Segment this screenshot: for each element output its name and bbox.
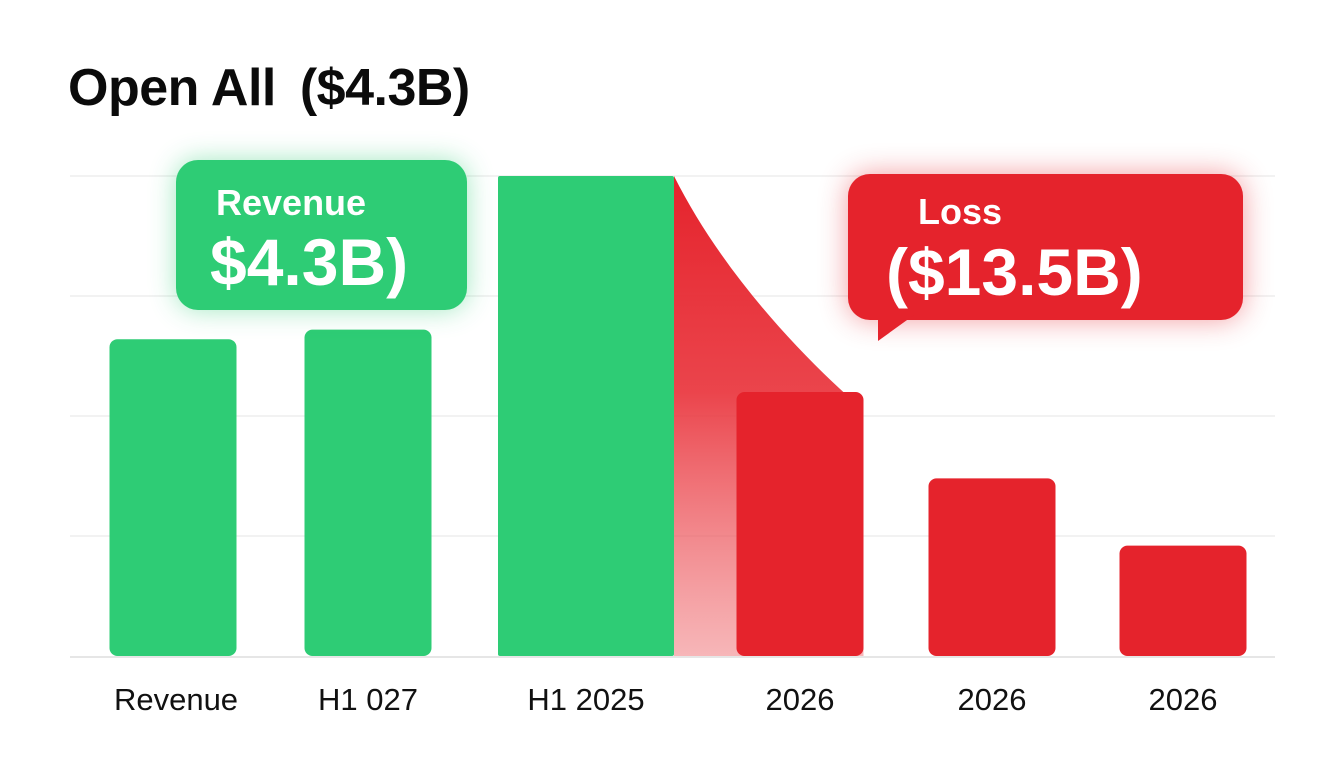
- revenue-callout: Revenue $4.3B): [176, 160, 467, 310]
- x-tick-label-4: 2026: [765, 682, 835, 717]
- bar-loss-4: [736, 392, 864, 656]
- loss-callout: Loss ($13.5B): [848, 174, 1243, 320]
- bar-revenue-1: [109, 339, 237, 656]
- loss-callout-label: Loss: [918, 191, 1003, 232]
- revenue-callout-value: $4.3B): [210, 225, 409, 299]
- chart-title: Open All ($4.3B): [68, 52, 470, 124]
- loss-callout-value: ($13.5B): [886, 235, 1143, 309]
- chart-title-value: ($4.3B): [299, 59, 470, 117]
- x-tick-label-6: 2026: [1148, 682, 1218, 717]
- bar-revenue-2: [304, 329, 432, 656]
- x-tick-label-2: H1 027: [318, 682, 418, 717]
- x-tick-label-3: H1 2025: [527, 682, 645, 717]
- x-tick-label-1: Revenue: [113, 682, 239, 717]
- bar-loss-6: [1119, 545, 1247, 656]
- loss-callout-pointer: [878, 315, 914, 341]
- chart-title-text: Open All: [68, 59, 276, 117]
- bar-loss-5: [928, 478, 1056, 656]
- bar-revenue-3: [498, 176, 674, 656]
- x-tick-label-5: 2026: [957, 682, 1027, 717]
- bars: [109, 176, 1247, 656]
- revenue-callout-label: Revenue: [216, 182, 367, 223]
